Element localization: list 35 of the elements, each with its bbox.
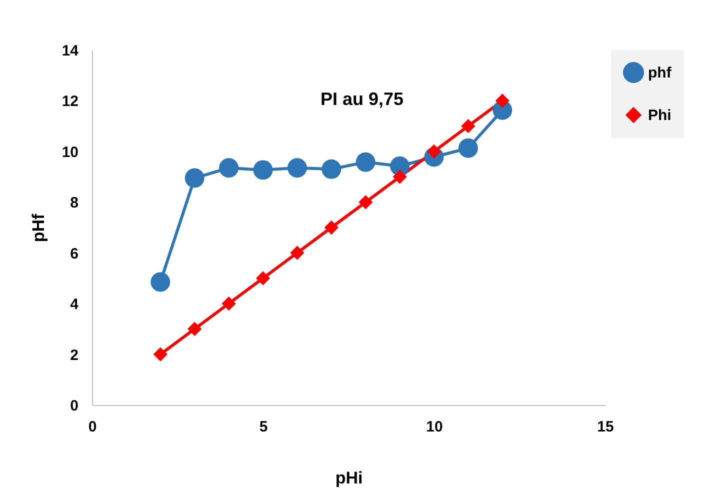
y-tick-label: 14 [62,42,80,60]
x-tick-label: 10 [426,418,443,436]
y-tick-label: 10 [62,144,78,161]
point [256,271,270,286]
point [356,152,376,172]
x-tick-label: 0 [88,418,97,436]
point [287,158,307,178]
y-tick-label: 8 [70,194,78,212]
point [322,159,342,179]
y-tick-label: 6 [70,245,78,262]
point [188,322,202,336]
y-tick-label: 2 [70,346,78,364]
y-tick-label: 4 [70,296,80,314]
point [461,119,476,134]
point [290,246,304,260]
x-tick-label: 15 [597,418,614,436]
annotation: PI au 9,75 [320,89,404,109]
point [253,160,273,180]
legend-label: Phi [648,107,672,124]
point [184,168,204,188]
point [153,347,168,362]
point [219,158,239,178]
legend-label: phf [648,64,672,82]
x-axis-title: pHi [335,468,363,488]
point [392,170,407,184]
point [222,296,236,311]
point [324,220,338,235]
y-axis-title: pHf [28,214,48,242]
point [458,138,478,158]
x-tick-label: 5 [259,418,268,436]
point [358,195,373,210]
point [495,94,510,108]
y-tick-label: 12 [62,93,78,110]
point [150,272,170,292]
y-tick-label: 0 [70,398,78,414]
